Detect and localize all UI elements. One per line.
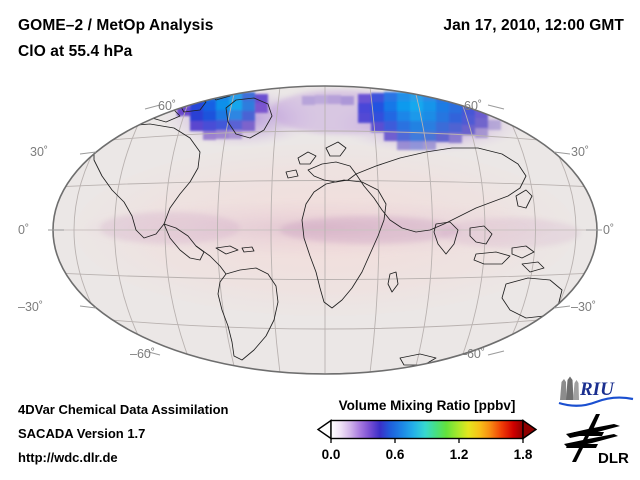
lat-label-60s-left: –60˚ xyxy=(130,347,156,361)
colorbar-tick-1: 0.6 xyxy=(385,447,405,462)
colorbar-ticks xyxy=(330,438,524,443)
world-map: 60˚ 30˚ 0˚ –30˚ –60˚ 60˚ 30˚ 0˚ –30˚ –60… xyxy=(18,78,614,383)
colorbar-tick-0: 0.0 xyxy=(321,447,341,462)
dlr-bird-icon xyxy=(564,414,620,462)
colorbar[interactable] xyxy=(310,419,544,443)
colorbar-svg xyxy=(316,419,538,443)
colorbar-title: Volume Mixing Ratio [ppbv] xyxy=(338,398,516,413)
colorbar-low-cap xyxy=(316,419,332,440)
colorbar-high-cap xyxy=(522,419,538,440)
colorbar-tick-3: 1.8 xyxy=(513,447,533,462)
species-subtitle: ClO at 55.4 hPa xyxy=(18,43,133,60)
riu-logo-svg: RIU xyxy=(558,376,634,407)
riu-logo-text: RIU xyxy=(579,379,615,400)
colorbar-tick-2: 1.2 xyxy=(449,447,469,462)
map-data-layer xyxy=(53,86,597,374)
footer-line-method: 4DVar Chemical Data Assimilation xyxy=(18,402,229,417)
lat-label-0-left: 0˚ xyxy=(18,223,30,237)
lat-label-30n-right: 30˚ xyxy=(571,145,590,159)
page-title: GOME–2 / MetOp Analysis xyxy=(18,17,214,34)
datetime-label: Jan 17, 2010, 12:00 GMT xyxy=(443,17,624,34)
map-projection-svg xyxy=(48,85,602,375)
dlr-logo-svg: DLR xyxy=(564,414,629,467)
lat-label-30n-left: 30˚ xyxy=(30,145,49,159)
lat-label-30s-right: –30˚ xyxy=(571,300,597,314)
dlr-logo-text: DLR xyxy=(598,450,629,467)
lat-label-60n-right: 60˚ xyxy=(464,99,483,113)
colorbar-gradient xyxy=(330,419,524,440)
lat-label-60n-left: 60˚ xyxy=(158,99,177,113)
lat-label-60s-right: –60˚ xyxy=(460,347,486,361)
colorbar-tick-labels: 0.0 0.6 1.2 1.8 xyxy=(310,447,544,465)
graticule xyxy=(53,86,597,374)
footer-line-url[interactable]: http://wdc.dlr.de xyxy=(18,450,118,465)
riu-towers-icon xyxy=(560,376,579,400)
footer-line-version: SACADA Version 1.7 xyxy=(18,426,146,441)
lat-tick-marks xyxy=(48,104,602,356)
lat-label-0-right: 0˚ xyxy=(603,223,615,237)
riu-wave-icon xyxy=(558,396,634,407)
dlr-logo: DLR xyxy=(558,412,638,468)
riu-logo: RIU xyxy=(556,374,636,408)
lat-label-30s-left: –30˚ xyxy=(18,300,44,314)
